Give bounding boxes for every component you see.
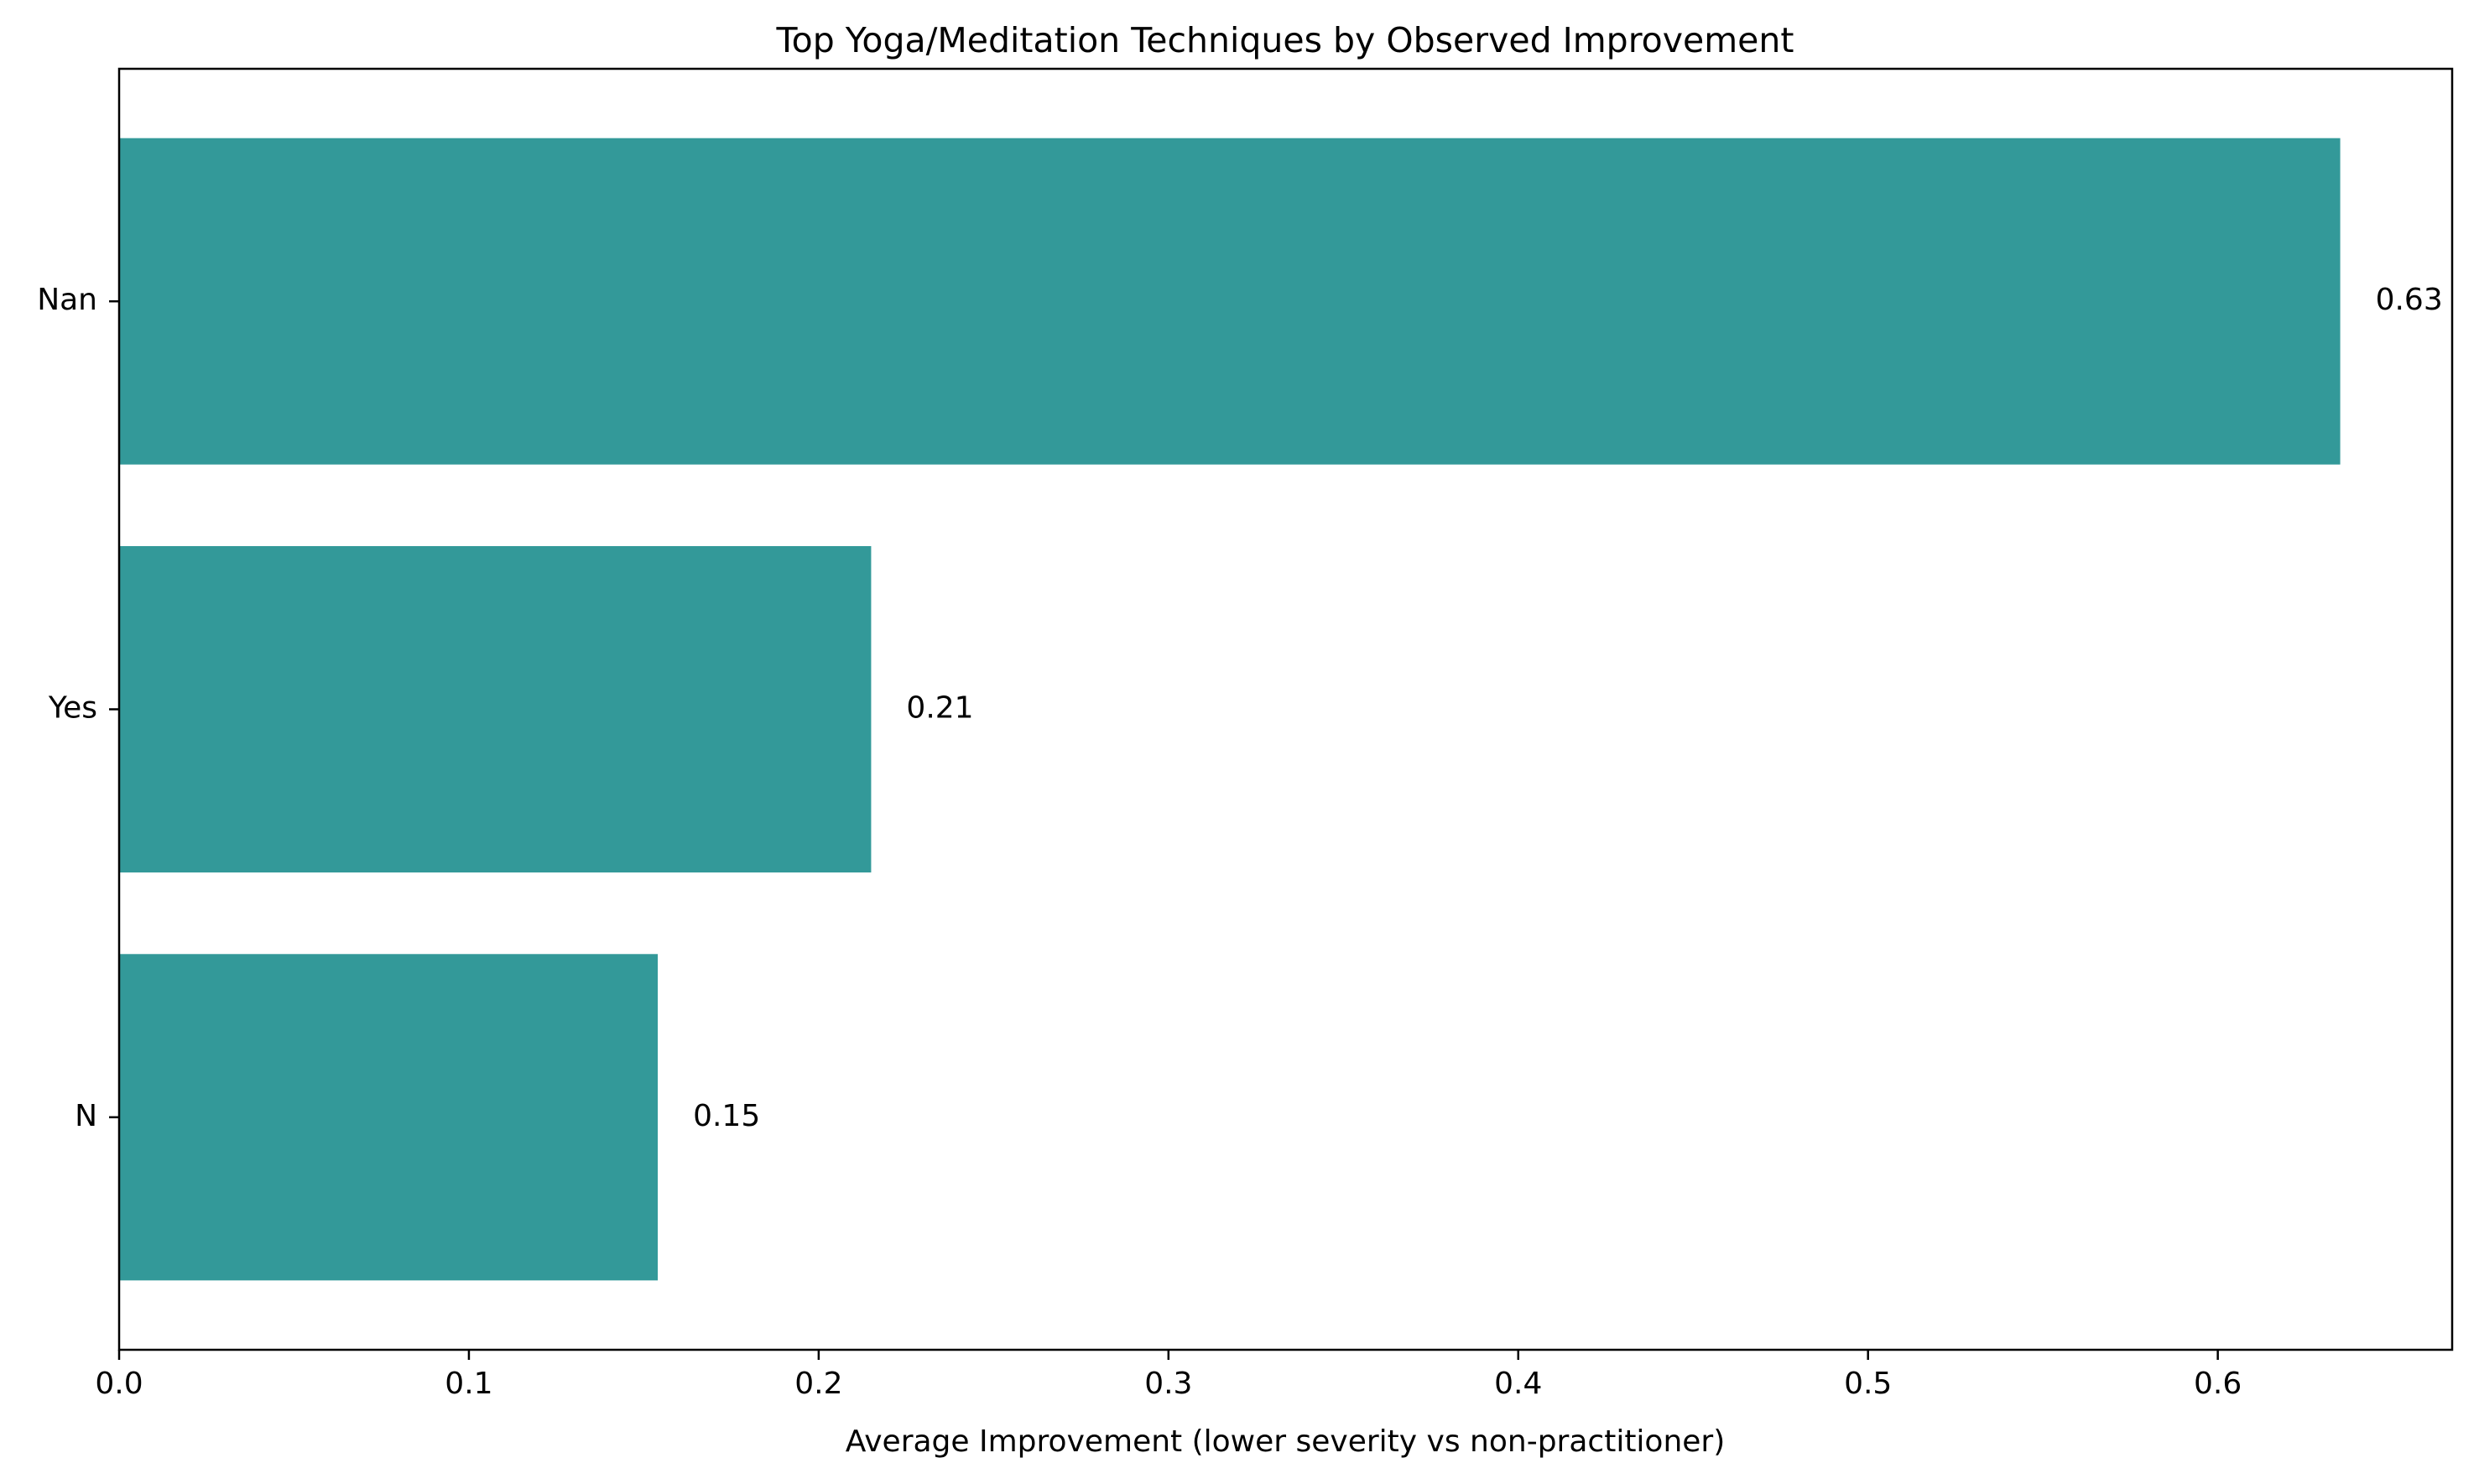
- x-axis-label: Average Improvement (lower severity vs n…: [846, 1424, 1726, 1459]
- bar-nan: [119, 138, 2341, 465]
- y-tick-label: N: [75, 1099, 97, 1133]
- bar-n: [119, 954, 659, 1281]
- x-tick-label: 0.6: [2194, 1367, 2242, 1401]
- bars-layer: [119, 138, 2341, 1281]
- y-tick-label: Yes: [48, 691, 97, 726]
- x-tick-label: 0.4: [1494, 1367, 1542, 1401]
- data-label-n: 0.15: [693, 1099, 760, 1133]
- chart-title: Top Yoga/Meditation Techniques by Observ…: [776, 20, 1794, 60]
- y-tick-label: Nan: [37, 283, 97, 317]
- x-tick-label: 0.1: [445, 1367, 492, 1401]
- x-tick-label: 0.0: [95, 1367, 143, 1401]
- x-tick-label: 0.5: [1844, 1367, 1892, 1401]
- data-label-nan: 0.63: [2376, 283, 2443, 317]
- y-ticks-layer: Nan Yes N: [37, 283, 119, 1133]
- data-labels-layer: 0.63 0.21 0.15: [693, 283, 2443, 1133]
- data-label-yes: 0.21: [906, 691, 973, 726]
- x-tick-label: 0.3: [1144, 1367, 1192, 1401]
- x-ticks-layer: 0.0 0.1 0.2 0.3 0.4 0.5 0.6: [95, 1350, 2242, 1401]
- x-tick-label: 0.2: [794, 1367, 842, 1401]
- bar-yes: [119, 545, 872, 873]
